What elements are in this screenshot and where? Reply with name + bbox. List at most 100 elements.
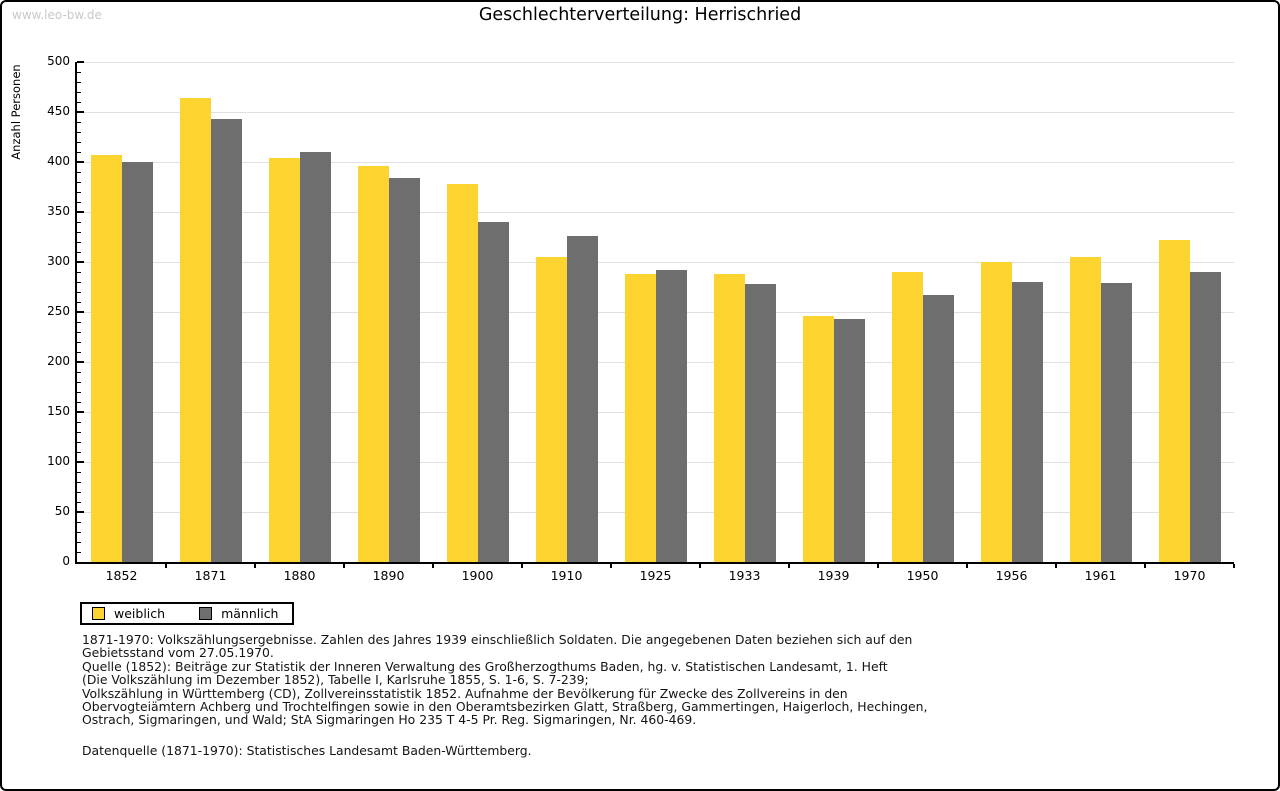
x-tick-13 — [1233, 564, 1235, 568]
y-tick-label-200: 200 — [47, 354, 70, 368]
y-minor-tick-460 — [77, 102, 81, 103]
legend-swatch-männlich — [199, 607, 213, 620]
bar-weiblich-1880 — [268, 158, 300, 562]
y-minor-tick-80 — [77, 482, 81, 483]
y-tick-label-150: 150 — [47, 404, 70, 418]
y-minor-tick-160 — [77, 402, 81, 403]
bar-group-1950 — [878, 62, 967, 562]
y-minor-tick-120 — [77, 442, 81, 443]
bar-group-1852 — [77, 62, 166, 562]
footer-note-line-3: Quelle (1852): Beiträge zur Statistik de… — [82, 658, 888, 674]
x-tick-label-1871: 1871 — [194, 568, 227, 583]
bar-group-1956 — [967, 62, 1056, 562]
bar-group-1910 — [522, 62, 611, 562]
x-tick-9 — [877, 564, 879, 568]
y-minor-tick-20 — [77, 542, 81, 543]
x-tick-label-1925: 1925 — [639, 568, 672, 583]
bar-männlich-1970 — [1189, 272, 1221, 562]
y-tick-label-500: 500 — [47, 54, 70, 68]
legend-label: männlich — [221, 606, 279, 621]
legend-label: weiblich — [114, 606, 166, 621]
y-tick-label-0: 0 — [62, 554, 70, 568]
x-tick-5 — [521, 564, 523, 568]
y-minor-tick-420 — [77, 142, 81, 143]
y-minor-tick-380 — [77, 182, 81, 183]
y-tick-label-400: 400 — [47, 154, 70, 168]
bar-männlich-1933 — [744, 284, 776, 562]
bar-weiblich-1900 — [446, 184, 478, 562]
bar-männlich-1956 — [1011, 282, 1043, 562]
y-major-tick-300 — [77, 261, 84, 263]
y-major-tick-50 — [77, 511, 84, 513]
y-minor-tick-470 — [77, 92, 81, 93]
y-minor-tick-140 — [77, 422, 81, 423]
y-minor-tick-130 — [77, 432, 81, 433]
bar-group-1925 — [611, 62, 700, 562]
y-minor-tick-230 — [77, 332, 81, 333]
x-tick-label-1939: 1939 — [817, 568, 850, 583]
gridline-450 — [77, 112, 1234, 113]
y-tick-label-300: 300 — [47, 254, 70, 268]
y-minor-tick-290 — [77, 272, 81, 273]
bar-männlich-1900 — [477, 222, 509, 562]
y-minor-tick-480 — [77, 82, 81, 83]
footer-note-line-2: Gebietsstand vom 27.05.1970. — [82, 645, 274, 661]
bar-weiblich-1852 — [90, 155, 122, 562]
x-tick-label-1900: 1900 — [461, 568, 494, 583]
y-tick-label-450: 450 — [47, 104, 70, 118]
x-axis-tick-labels: 1852 1871 1880 1890 1900 1910 1925 1933 1939 1950… — [77, 568, 1234, 583]
y-axis-title: Anzahl Personen — [9, 64, 23, 160]
bar-group-1890 — [344, 62, 433, 562]
bar-weiblich-1950 — [891, 272, 923, 562]
legend: weiblich männlich — [80, 602, 295, 625]
y-minor-tick-410 — [77, 152, 81, 153]
y-minor-tick-360 — [77, 202, 81, 203]
y-tick-label-50: 50 — [54, 504, 70, 518]
x-tick-7 — [699, 564, 701, 568]
y-minor-tick-220 — [77, 342, 81, 343]
gridline-500 — [77, 62, 1234, 63]
y-major-tick-350 — [77, 211, 84, 213]
footer-notes: 1871-1970: Volkszählungsergebnisse. Zahl… — [82, 632, 927, 728]
x-tick-2 — [254, 564, 256, 568]
y-major-tick-100 — [77, 461, 84, 463]
bar-group-1900 — [433, 62, 522, 562]
y-minor-tick-70 — [77, 492, 81, 493]
y-major-tick-500 — [77, 61, 84, 63]
bar-weiblich-1910 — [535, 257, 567, 562]
bar-männlich-1890 — [388, 178, 420, 562]
y-minor-tick-340 — [77, 222, 81, 223]
footer-note-line-1: 1871-1970: Volkszählungsergebnisse. Zahl… — [82, 632, 913, 647]
x-tick-4 — [432, 564, 434, 568]
y-tick-label-350: 350 — [47, 204, 70, 218]
y-minor-tick-430 — [77, 132, 81, 133]
y-major-tick-400 — [77, 161, 84, 163]
y-minor-tick-190 — [77, 372, 81, 373]
footer-source: Datenquelle (1871-1970): Statistisches L… — [82, 742, 532, 758]
y-major-tick-250 — [77, 311, 84, 313]
watermark: www.leo-bw.de — [12, 8, 102, 22]
x-tick-8 — [788, 564, 790, 568]
chart-title: Geschlechterverteilung: Herrischried — [478, 5, 802, 25]
bar-group-1871 — [166, 62, 255, 562]
y-minor-tick-330 — [77, 232, 81, 233]
y-minor-tick-260 — [77, 302, 81, 303]
legend-item-männlich: männlich — [199, 606, 278, 621]
bar-weiblich-1871 — [179, 98, 211, 562]
legend-swatch-weiblich — [92, 607, 105, 620]
footer-note-line-4: (Die Volkszählung im Dezember 1852), Tab… — [82, 672, 589, 688]
y-minor-tick-40 — [77, 522, 81, 523]
x-tick-label-1880: 1880 — [283, 568, 316, 583]
footer-note-line-7: Ostrach, Sigmaringen, und Wald; StA Sigm… — [82, 712, 697, 728]
y-major-tick-150 — [77, 411, 84, 413]
gridline-350 — [77, 212, 1234, 213]
y-minor-tick-490 — [77, 72, 81, 73]
x-tick-3 — [343, 564, 345, 568]
bar-weiblich-1890 — [357, 166, 389, 562]
footer: 1871-1970: Volkszählungsergebnisse. Zahl… — [82, 632, 927, 758]
bar-männlich-1939 — [833, 319, 865, 562]
x-tick-label-1950: 1950 — [906, 568, 939, 583]
y-minor-tick-240 — [77, 322, 81, 323]
bar-männlich-1880 — [299, 152, 331, 562]
